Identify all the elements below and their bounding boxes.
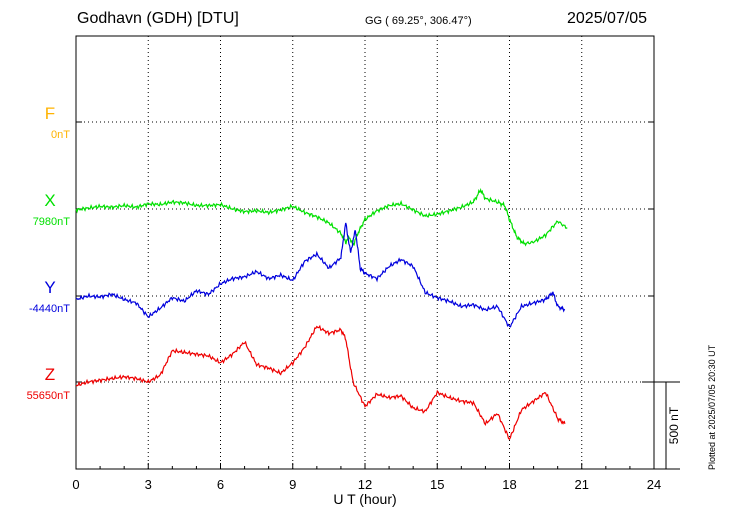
x-tick-label: 24 (647, 477, 661, 492)
trace-x (75, 187, 568, 247)
baseline-label-z: 55650nT (26, 390, 70, 402)
component-label-z: Z (44, 365, 56, 384)
trace-z (75, 324, 566, 441)
trace-y (75, 222, 566, 328)
x-tick-label: 15 (430, 477, 444, 492)
x-tick-label: 0 (72, 477, 79, 492)
x-tick-label: 3 (145, 477, 152, 492)
x-tick-label: 9 (289, 477, 296, 492)
scale-bar-label: 500 nT (667, 406, 681, 444)
component-label-f: F (44, 104, 56, 123)
station-title: Godhavn (GDH) [DTU] (77, 10, 239, 27)
plot-date: 2025/07/05 (567, 10, 648, 27)
x-tick-label: 21 (575, 477, 589, 492)
component-label-y: Y (44, 278, 56, 297)
component-label-x: X (44, 191, 56, 210)
x-tick-label: 6 (217, 477, 224, 492)
plotted-timestamp: Plotted at 2025/07/05 20:30 UT (707, 344, 717, 470)
x-axis-label: U T (hour) (333, 491, 396, 507)
baseline-label-y: -4440nT (29, 303, 70, 315)
baseline-label-f: 0nT (51, 129, 70, 141)
station-coordinates: GG ( 69.25°, 306.47°) (365, 15, 472, 27)
x-tick-label: 18 (502, 477, 516, 492)
x-tick-label: 12 (358, 477, 372, 492)
baseline-label-x: 7980nT (32, 216, 70, 228)
